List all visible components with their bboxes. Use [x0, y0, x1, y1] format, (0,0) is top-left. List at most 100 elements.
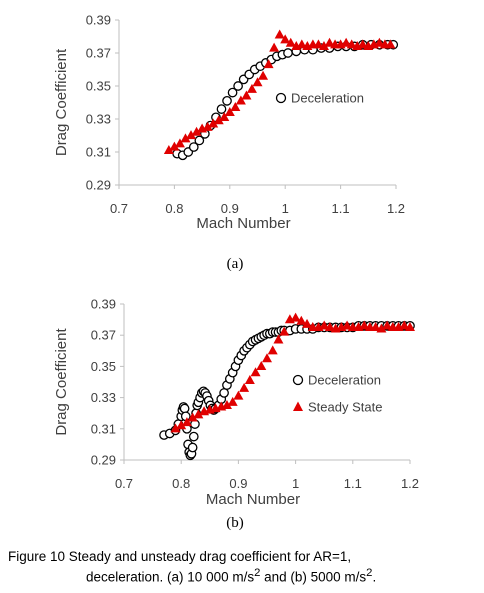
x-tick-label: 1 [292, 476, 299, 491]
y-axis-title: Drag Coefficient [53, 48, 70, 156]
x-tick-label: 1.1 [332, 201, 350, 216]
y-tick-label: 0.39 [91, 297, 116, 312]
data-point-circle [194, 135, 205, 146]
y-tick-label: 0.31 [86, 145, 111, 160]
data-point-triangle [191, 126, 202, 136]
y-tick-label: 0.39 [86, 13, 111, 28]
data-point-triangle [370, 322, 381, 331]
caption-text-b: and (b) 5000 m/s [260, 569, 367, 585]
data-point-triangle [313, 39, 324, 49]
data-point-triangle [273, 334, 284, 344]
panel-label: (b) [226, 515, 244, 531]
data-point-circle [188, 142, 199, 152]
data-point-circle [233, 81, 243, 91]
caption-line-1: Figure 10 Steady and unsteady drag coeff… [8, 549, 352, 564]
data-point-triangle [341, 37, 352, 47]
x-axis-title: Mach Number [196, 215, 290, 232]
data-point-triangle [239, 382, 250, 392]
data-point-triangle [219, 111, 230, 121]
series-circles [159, 320, 415, 461]
legend-label: Deceleration [291, 91, 364, 106]
legend-marker-triangle [293, 401, 303, 411]
data-point-triangle [296, 315, 307, 325]
data-point-triangle [357, 39, 368, 49]
data-point-circle [187, 442, 198, 453]
legend-label: Steady State [308, 400, 382, 415]
data-point-triangle [258, 70, 269, 80]
data-point-triangle [405, 322, 415, 331]
data-point-triangle [221, 400, 232, 409]
figure-canvas: 0.29 0.31 0.33 0.35 0.37 0.39 0.7 0.8 0.9 1 1.1 1.2… [53, 13, 419, 532]
y-tick-label: 0.37 [91, 328, 116, 343]
data-point-triangle [181, 417, 192, 427]
data-point-triangle [342, 320, 353, 330]
data-point-triangle [227, 396, 238, 406]
data-point-triangle [267, 345, 278, 355]
data-point-triangle [246, 83, 257, 93]
data-point-triangle [302, 318, 313, 328]
data-point-triangle [224, 107, 235, 116]
data-point-triangle [256, 361, 267, 370]
data-point-triangle [279, 326, 290, 336]
x-tick-label: 1.2 [401, 476, 419, 491]
x-tick-label: 1.1 [344, 476, 362, 491]
data-point-triangle [187, 412, 198, 422]
data-point-triangle [269, 42, 280, 52]
data-point-triangle [174, 138, 185, 148]
y-tick-label: 0.33 [86, 112, 111, 127]
data-point-triangle [374, 37, 385, 47]
data-point-triangle [399, 320, 410, 330]
data-point-triangle [230, 102, 241, 112]
caption-line-2: deceleration. (a) 10 000 m/s2 and (b) 50… [8, 565, 478, 586]
x-tick-label: 0.8 [165, 201, 183, 216]
data-point-triangle [262, 353, 272, 363]
data-point-circle [179, 403, 190, 414]
y-tick-label: 0.29 [86, 178, 111, 193]
data-point-triangle [263, 59, 274, 69]
data-point-triangle [346, 39, 357, 49]
data-point-circle [219, 388, 229, 398]
data-point-triangle [170, 423, 181, 433]
data-point-triangle [213, 115, 224, 125]
data-point-triangle [324, 322, 335, 331]
chart-panel-b: 0.29 0.31 0.33 0.35 0.37 0.39 0.7 0.8 0.9 1 1.1 1.2… [53, 297, 419, 532]
y-tick-label: 0.33 [91, 390, 116, 405]
data-point-triangle [385, 39, 396, 49]
data-point-triangle [318, 41, 329, 50]
data-point-triangle [252, 77, 263, 87]
data-point-circle [222, 96, 232, 106]
data-point-triangle [324, 37, 335, 47]
data-point-triangle [208, 118, 219, 128]
data-point-triangle [290, 312, 301, 322]
data-point-triangle [163, 144, 174, 154]
series-triangles [170, 312, 415, 433]
caption-sup-1: 2 [254, 567, 261, 579]
data-point-triangle [233, 390, 244, 400]
x-tick-label: 0.7 [115, 476, 133, 491]
data-point-triangle [319, 320, 330, 330]
data-point-triangle [244, 375, 255, 385]
data-point-triangle [193, 409, 204, 419]
x-tick-label: 0.7 [110, 201, 128, 216]
y-axis-title: Drag Coefficient [53, 328, 70, 436]
data-point-triangle [359, 320, 370, 330]
data-point-triangle [202, 121, 213, 131]
x-axis-title: Mach Number [206, 491, 300, 508]
legend-marker-circle [275, 92, 287, 104]
y-tick-label: 0.35 [91, 359, 116, 374]
legend-label: Deceleration [308, 373, 381, 388]
data-point-triangle [235, 95, 246, 105]
data-point-triangle [180, 133, 191, 143]
y-tick-label: 0.29 [91, 453, 116, 468]
y-tick-label: 0.31 [91, 421, 116, 436]
caption-text-a: deceleration. (a) 10 000 m/s [86, 569, 255, 585]
data-point-triangle [376, 323, 387, 333]
data-point-triangle [250, 367, 261, 377]
x-tick-label: 0.8 [172, 476, 190, 491]
caption-text-c: . [372, 569, 377, 585]
data-point-triangle [169, 141, 180, 151]
data-point-triangle [382, 320, 393, 330]
figure-caption: Figure 10 Steady and unsteady drag coeff… [8, 548, 478, 586]
caption-sup-2: 2 [366, 567, 373, 579]
x-tick-label: 1.2 [387, 201, 405, 216]
